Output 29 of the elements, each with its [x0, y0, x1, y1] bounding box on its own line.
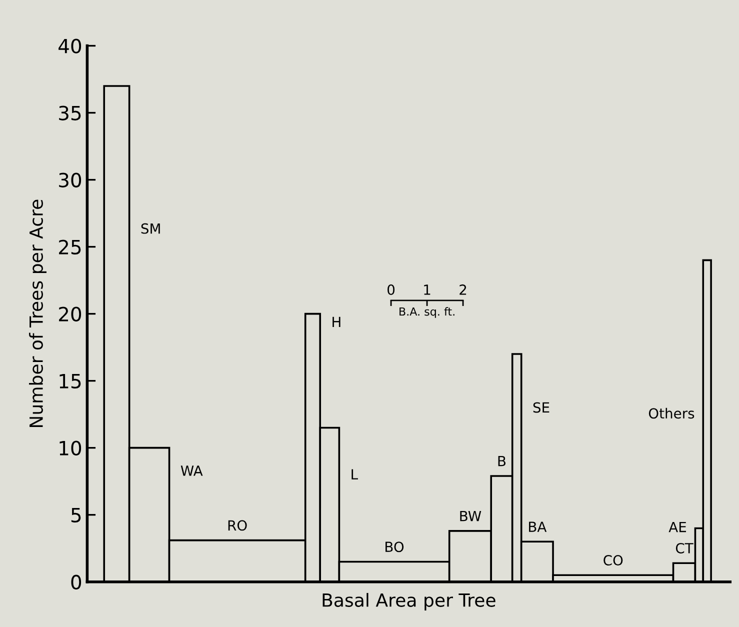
- annotation: B: [498, 456, 506, 466]
- annotation: BW: [460, 510, 482, 522]
- y-tick-label: 10: [60, 440, 82, 456]
- annotation: L: [352, 469, 358, 480]
- y-tick-label: 25: [59, 240, 81, 254]
- annotation: CT: [676, 542, 694, 554]
- y-axis-title: Number of Trees per Acre: [29, 200, 46, 428]
- x-tick-label: 0: [388, 284, 395, 295]
- annotation: RO: [228, 520, 247, 531]
- annotation: BO: [386, 542, 404, 552]
- y-tick-label: 5: [71, 508, 81, 523]
- annotation: AE: [668, 522, 686, 532]
- annotation: BA: [529, 522, 547, 532]
- y-tick-label: 35: [59, 106, 81, 120]
- annotation: SE: [533, 402, 550, 413]
- annotation: H: [332, 316, 340, 328]
- x-axis-title: Basal Area per Tree: [322, 592, 496, 610]
- annotation: CO: [604, 555, 623, 566]
- y-tick-label: 0: [71, 574, 82, 590]
- y-tick-label: 15: [60, 374, 81, 388]
- y-tick-label: 20: [59, 306, 82, 322]
- annotation: WA: [180, 466, 203, 476]
- y-tick-label: 40: [58, 38, 82, 54]
- y-tick-label: 30: [59, 172, 82, 188]
- x-tick-label: 1: [424, 284, 430, 295]
- annotation: B.A. sq. ft.: [400, 307, 454, 318]
- annotation: SM: [141, 223, 160, 234]
- annotation: Others: [648, 408, 694, 419]
- x-tick-label: 2: [460, 284, 466, 295]
